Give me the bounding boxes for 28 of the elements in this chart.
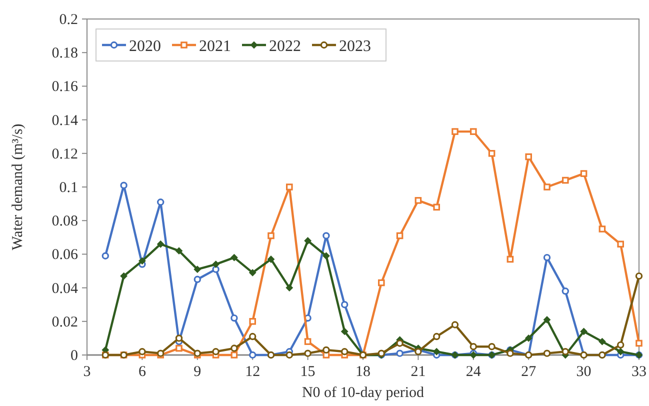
x-tick-label: 21 — [410, 364, 426, 380]
y-tick-label: 0 — [70, 348, 78, 364]
x-tick-label: 12 — [245, 364, 260, 380]
y-tick-label: 0.12 — [52, 146, 78, 162]
legend-label: 2020 — [129, 38, 161, 55]
x-tick-label: 30 — [576, 364, 592, 380]
x-tick-label: 9 — [194, 364, 202, 380]
x-tick-label: 33 — [632, 364, 646, 380]
y-tick-label: 0.06 — [52, 247, 78, 264]
y-tick-label: 0.14 — [52, 112, 78, 129]
y-axis-title: Water demand (m³/s) — [10, 124, 26, 250]
legend-label: 2021 — [199, 38, 231, 55]
x-tick-label: 3 — [83, 364, 91, 380]
x-tick-label: 6 — [138, 364, 146, 380]
y-tick-label: 0.08 — [52, 214, 78, 230]
legend-label: 2023 — [339, 38, 371, 55]
y-tick-label: 0.2 — [59, 12, 78, 28]
x-tick-label: 27 — [521, 364, 537, 380]
x-tick-label: 15 — [300, 364, 316, 380]
y-tick-label: 0.18 — [52, 46, 78, 62]
y-tick-label: 0.04 — [52, 280, 78, 297]
y-tick-label: 0.02 — [52, 314, 78, 330]
y-tick-label: 0.1 — [59, 180, 78, 196]
y-tick-label: 0.16 — [52, 79, 78, 96]
x-tick-label: 18 — [356, 364, 370, 380]
x-tick-label: 24 — [466, 364, 482, 380]
legend-label: 2022 — [269, 38, 301, 55]
x-axis-title: N0 of 10-day period — [302, 385, 425, 401]
